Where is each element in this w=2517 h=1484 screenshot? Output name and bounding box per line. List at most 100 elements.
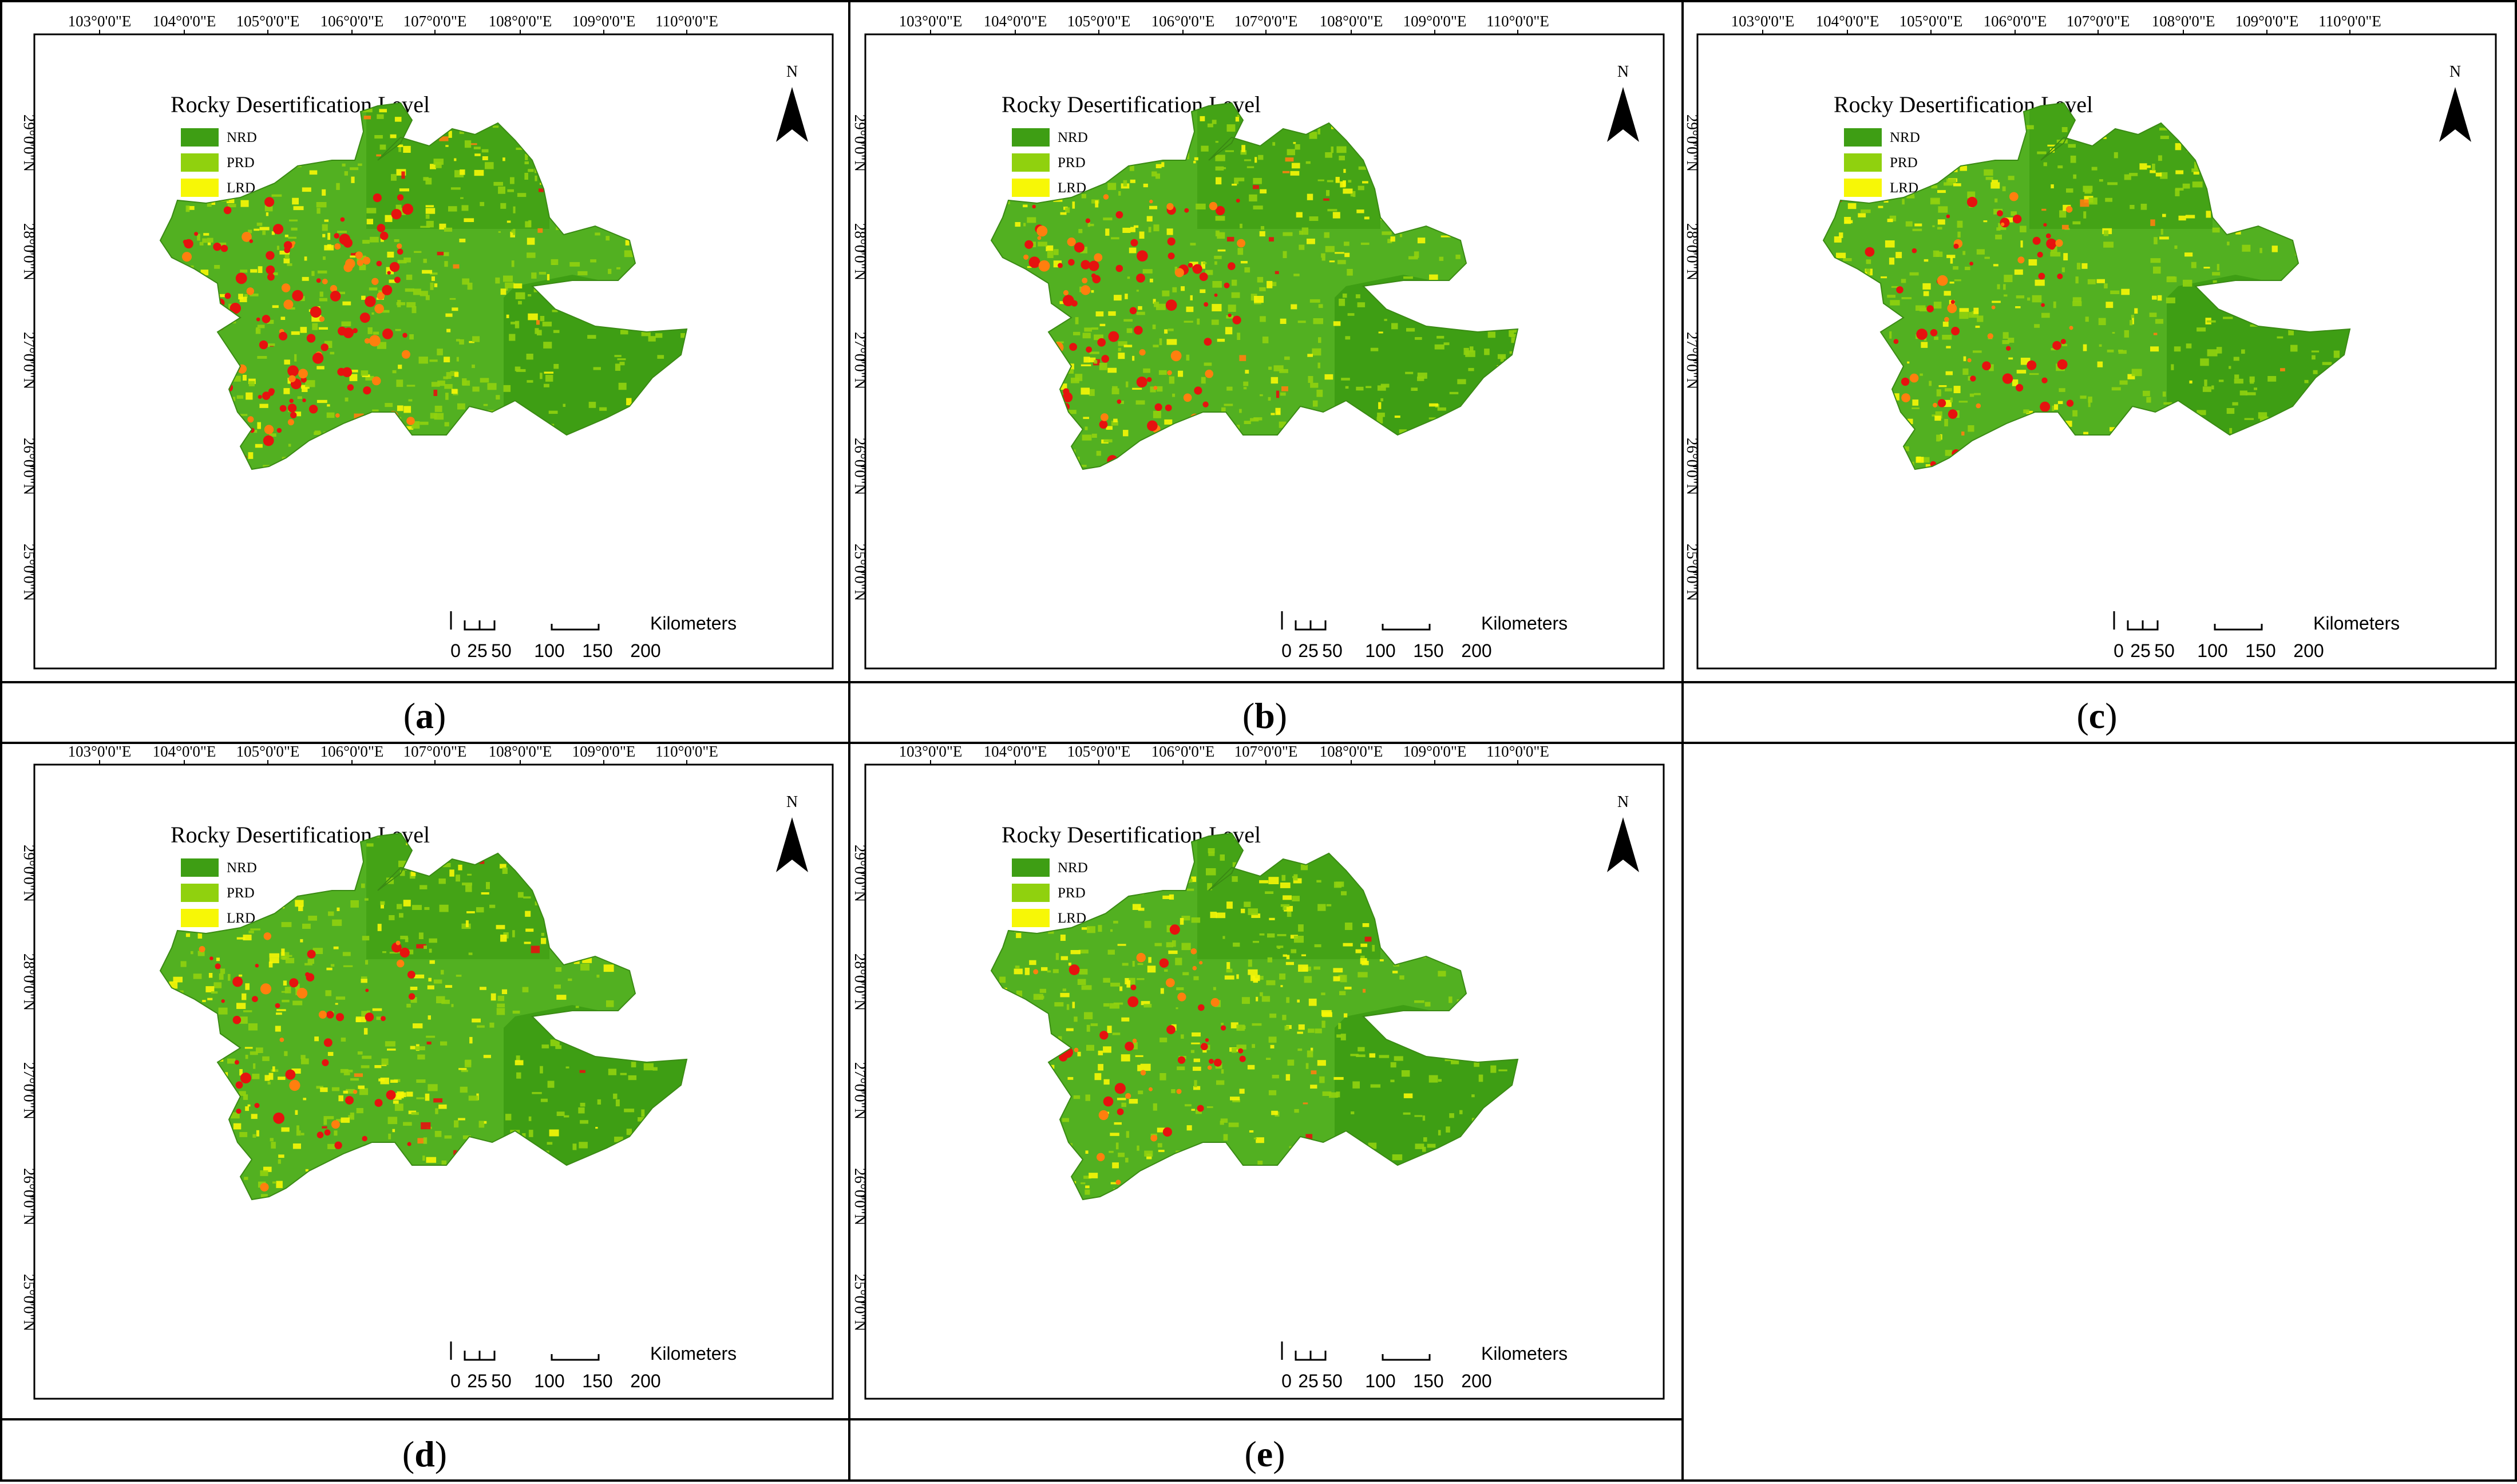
desertification-patch — [1117, 944, 1126, 946]
legend-label-nrd: NRD — [1058, 130, 1088, 145]
desertification-patch — [202, 1000, 206, 1002]
desertification-patch — [1178, 370, 1184, 377]
desertification-patch — [2160, 172, 2168, 179]
srd-cluster — [1117, 1108, 1124, 1115]
desertification-patch — [228, 973, 231, 981]
desertification-patch — [1206, 1106, 1213, 1109]
desertification-patch — [1305, 1134, 1313, 1141]
desertification-patch — [1103, 439, 1113, 442]
desertification-patch — [1191, 1109, 1195, 1111]
desertification-patch — [1133, 1042, 1138, 1050]
srd-cluster — [402, 203, 414, 215]
desertification-patch — [342, 301, 351, 306]
desertification-patch — [528, 1116, 532, 1121]
desertification-patch — [1240, 223, 1242, 228]
desertification-patch — [1065, 207, 1070, 213]
desertification-patch — [2155, 172, 2162, 177]
desertification-patch — [516, 369, 526, 372]
desertification-patch — [1273, 365, 1284, 371]
srd-cluster — [262, 391, 271, 400]
desertification-patch — [487, 383, 497, 390]
desertification-patch — [1215, 141, 1218, 143]
caption-paren: ( — [402, 1434, 414, 1474]
srd-cluster — [1149, 1087, 1153, 1091]
desertification-patch — [1153, 410, 1161, 418]
desertification-patch — [458, 1118, 465, 1121]
srd-cluster — [1967, 358, 1972, 363]
desertification-patch — [469, 1036, 473, 1044]
desertification-patch — [655, 333, 663, 338]
srd-cluster — [320, 343, 329, 351]
desertification-patch — [1089, 1173, 1098, 1178]
desertification-patch — [1244, 159, 1252, 161]
scale-tick-label: 100 — [1365, 640, 1395, 661]
srd-cluster — [1117, 399, 1122, 404]
legend-label-prd: PRD — [1058, 885, 1086, 901]
desertification-patch — [431, 276, 435, 281]
desertification-patch — [1132, 904, 1141, 910]
desertification-patch — [459, 339, 464, 345]
desertification-patch — [1094, 1073, 1102, 1081]
desertification-patch — [354, 1073, 363, 1077]
desertification-patch — [1399, 234, 1403, 238]
desertification-patch — [1348, 180, 1352, 183]
desertification-patch — [1434, 344, 1444, 350]
desertification-patch — [1260, 226, 1265, 230]
desertification-patch — [425, 208, 436, 214]
desertification-patch — [2072, 221, 2081, 225]
desertification-patch — [1159, 1038, 1168, 1043]
desertification-patch — [1984, 256, 1990, 259]
desertification-patch — [1107, 183, 1117, 190]
desertification-patch — [1107, 1026, 1112, 1033]
desertification-patch — [1098, 925, 1102, 932]
desertification-patch — [400, 936, 408, 940]
desertification-patch — [304, 256, 307, 261]
desertification-patch — [1054, 1002, 1064, 1007]
srd-cluster — [2000, 217, 2010, 228]
desertification-patch — [1162, 290, 1170, 296]
desertification-patch — [319, 298, 327, 302]
desertification-patch — [1151, 171, 1157, 177]
desertification-patch — [1497, 354, 1506, 359]
desertification-patch — [1944, 291, 1951, 296]
desertification-patch — [358, 163, 362, 166]
desertification-patch — [2239, 390, 2247, 395]
srd-cluster — [1970, 375, 1976, 382]
srd-cluster — [1114, 1083, 1126, 1094]
srd-cluster — [334, 243, 341, 250]
desertification-patch — [1137, 963, 1143, 965]
desertification-patch — [2083, 432, 2088, 437]
desertification-patch — [474, 169, 484, 176]
desertification-patch — [295, 1110, 298, 1115]
desertification-patch — [338, 291, 345, 294]
desertification-patch — [390, 1079, 398, 1083]
desertification-patch — [1185, 1104, 1192, 1107]
srd-cluster — [391, 209, 402, 220]
desertification-patch — [322, 1126, 327, 1129]
scale-tick-label: 50 — [2154, 640, 2175, 661]
legend-swatch-lrd — [1844, 179, 1882, 197]
desertification-patch — [1127, 276, 1130, 279]
desertification-patch — [231, 1112, 240, 1119]
desertification-patch — [2197, 410, 2206, 415]
desertification-patch — [1085, 1094, 1090, 1101]
desertification-patch — [1113, 1002, 1123, 1005]
desertification-patch — [434, 1131, 442, 1137]
desertification-patch — [2229, 428, 2233, 434]
desertification-patch — [2124, 174, 2131, 180]
desertification-patch — [1078, 229, 1083, 234]
desertification-patch — [1300, 864, 1308, 870]
scale-tick-label: 25 — [467, 1371, 488, 1391]
srd-cluster — [247, 416, 254, 423]
desertification-patch — [1985, 177, 1993, 180]
desertification-patch — [335, 1003, 338, 1005]
desertification-patch — [516, 147, 525, 150]
scale-tick-label: 200 — [1461, 1371, 1491, 1391]
desertification-patch — [1080, 247, 1087, 254]
desertification-patch — [1074, 1016, 1078, 1022]
desertification-patch — [1153, 1103, 1157, 1111]
desertification-patch — [1378, 402, 1382, 409]
srd-cluster — [357, 259, 363, 266]
desertification-patch — [327, 1052, 334, 1056]
desertification-patch — [284, 987, 291, 994]
